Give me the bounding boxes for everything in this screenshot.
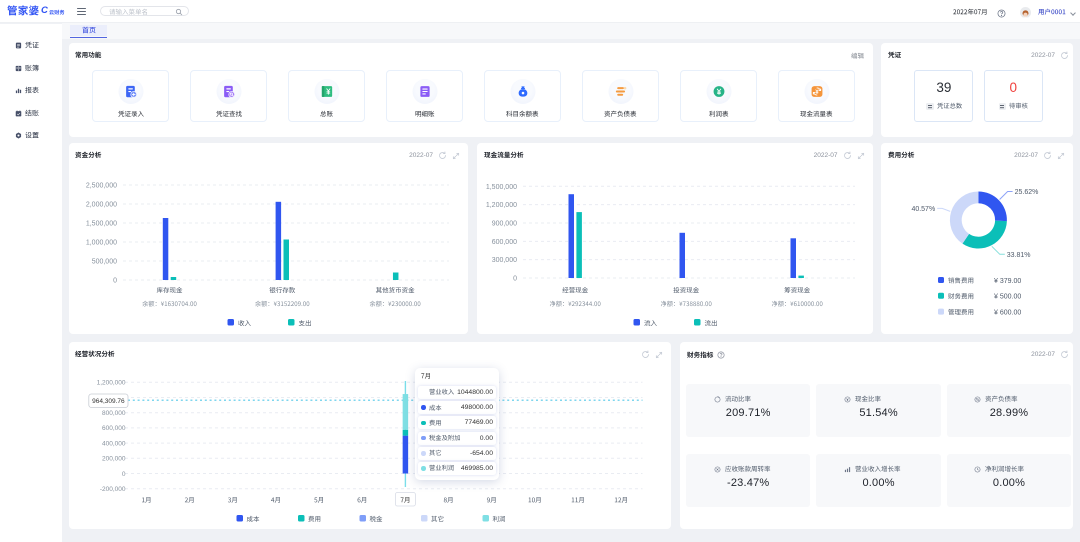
svg-text:¥ 500.00: ¥ 500.00	[994, 294, 1021, 301]
svg-text:1,500,000: 1,500,000	[85, 221, 116, 228]
svg-text:¥ 379.00: ¥ 379.00	[994, 278, 1021, 285]
svg-text:-200,000: -200,000	[99, 486, 125, 493]
svg-text:2,000,000: 2,000,000	[85, 202, 116, 209]
svg-text:1,200,000: 1,200,000	[486, 202, 517, 209]
svg-text:600,000: 600,000	[102, 425, 126, 432]
svg-text:25.62%: 25.62%	[1015, 189, 1039, 196]
svg-text:500,000: 500,000	[91, 259, 116, 266]
svg-text:600,000: 600,000	[492, 239, 517, 246]
svg-text:2,500,000: 2,500,000	[85, 183, 116, 190]
svg-text:33.81%: 33.81%	[1007, 252, 1031, 259]
svg-text:964,309.76: 964,309.76	[92, 398, 125, 405]
svg-text:1,200,000: 1,200,000	[96, 380, 125, 387]
svg-text:1,500,000: 1,500,000	[486, 184, 517, 191]
svg-text:0: 0	[513, 276, 517, 283]
svg-text:800,000: 800,000	[102, 410, 126, 417]
svg-text:0: 0	[113, 278, 117, 285]
svg-text:1,000,000: 1,000,000	[85, 240, 116, 247]
svg-text:900,000: 900,000	[492, 220, 517, 227]
svg-text:¥ 600.00: ¥ 600.00	[994, 309, 1021, 316]
svg-text:400,000: 400,000	[102, 440, 126, 447]
svg-text:300,000: 300,000	[492, 257, 517, 264]
svg-text:0: 0	[121, 471, 125, 478]
svg-text:40.57%: 40.57%	[911, 206, 935, 213]
svg-text:200,000: 200,000	[102, 456, 126, 463]
